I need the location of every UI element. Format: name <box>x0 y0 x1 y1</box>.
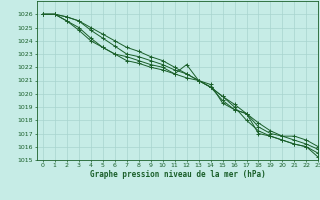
X-axis label: Graphe pression niveau de la mer (hPa): Graphe pression niveau de la mer (hPa) <box>90 170 266 179</box>
